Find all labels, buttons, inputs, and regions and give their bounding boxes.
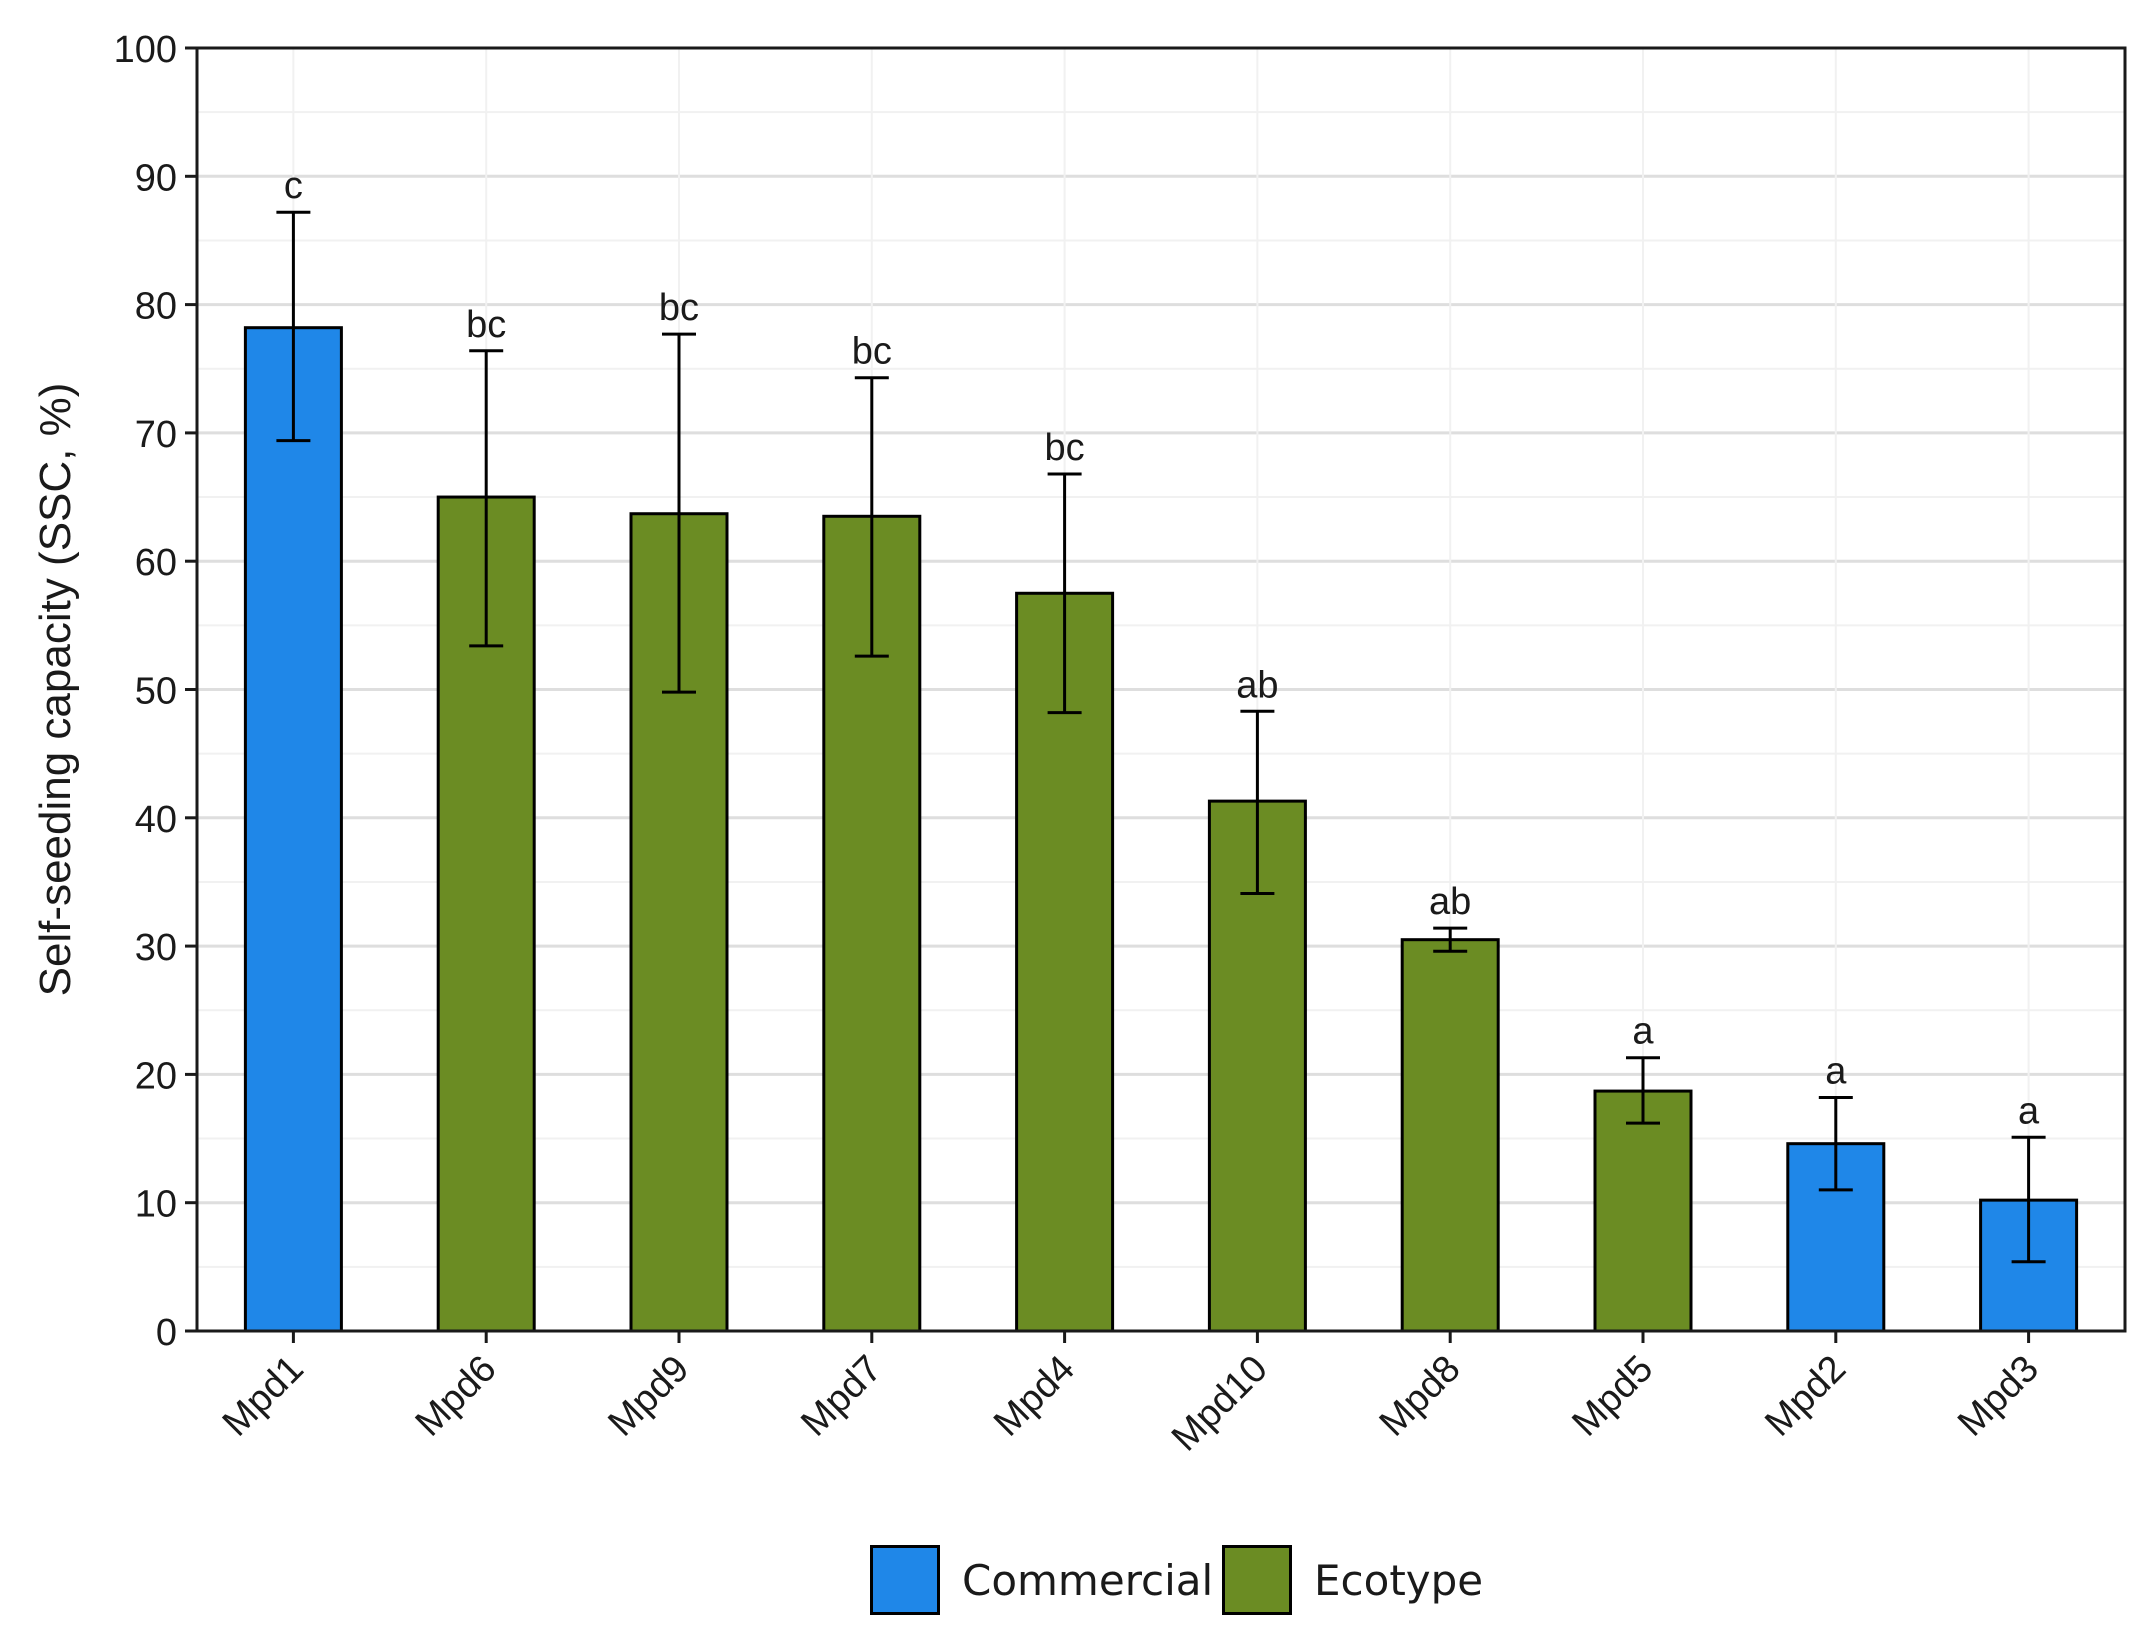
error-bar-layer bbox=[276, 210, 2046, 1264]
x-tick-label: Mpd8 bbox=[1372, 1348, 1469, 1445]
x-tick-label: Mpd7 bbox=[793, 1348, 890, 1445]
significance-label: a bbox=[1825, 1050, 1847, 1092]
legend-label-commercial: Commercial bbox=[962, 1555, 1214, 1605]
x-tick-label: Mpd5 bbox=[1564, 1348, 1661, 1445]
x-tick-label: Mpd9 bbox=[600, 1348, 697, 1445]
legend-label-ecotype: Ecotype bbox=[1314, 1555, 1484, 1605]
x-tick-label: Mpd4 bbox=[986, 1348, 1083, 1445]
legend-item-ecotype: Ecotype bbox=[1222, 1540, 1483, 1620]
bar-mpd4 bbox=[1015, 591, 1115, 1333]
y-tick-label: 30 bbox=[135, 927, 177, 969]
y-tick-label: 80 bbox=[135, 286, 177, 328]
bar-mpd1 bbox=[243, 326, 343, 1333]
y-tick-label: 100 bbox=[114, 29, 177, 71]
legend: Commercial Ecotype bbox=[0, 1540, 2151, 1620]
significance-label: bc bbox=[1045, 427, 1085, 469]
legend-item-commercial: Commercial bbox=[870, 1540, 1213, 1620]
y-tick-label: 70 bbox=[135, 414, 177, 456]
y-axis-title: Self-seeding capacity (SSC, %) bbox=[31, 383, 80, 997]
y-tick-label: 20 bbox=[135, 1055, 177, 1097]
y-tick-label: 60 bbox=[135, 542, 177, 584]
legend-swatch-commercial bbox=[870, 1545, 940, 1615]
significance-label: bc bbox=[852, 331, 892, 373]
y-tick-label: 0 bbox=[156, 1312, 177, 1354]
x-tick-label: Mpd10 bbox=[1164, 1348, 1276, 1460]
y-tick-label: 90 bbox=[135, 157, 177, 199]
significance-label-layer: c bc bc bc bc ab ab a a a bbox=[284, 165, 2040, 1132]
significance-label: bc bbox=[659, 287, 699, 329]
significance-label: ab bbox=[1429, 881, 1471, 923]
x-tick-label: Mpd3 bbox=[1950, 1348, 2047, 1445]
x-tick-label: Mpd2 bbox=[1757, 1348, 1854, 1445]
y-tick-label: 10 bbox=[135, 1184, 177, 1226]
significance-label: c bbox=[284, 165, 303, 207]
y-tick-label: 40 bbox=[135, 799, 177, 841]
significance-label: a bbox=[2018, 1090, 2040, 1132]
legend-swatch-ecotype bbox=[1222, 1545, 1292, 1615]
bar-mpd5 bbox=[1593, 1089, 1693, 1333]
significance-label: ab bbox=[1236, 664, 1278, 706]
bar-mpd8 bbox=[1400, 938, 1500, 1333]
y-tick-label: 50 bbox=[135, 671, 177, 713]
significance-label: a bbox=[1632, 1011, 1654, 1053]
x-tick-label: Mpd1 bbox=[215, 1348, 312, 1445]
significance-label: bc bbox=[466, 304, 506, 346]
bar-layer bbox=[243, 326, 2079, 1333]
x-tick-label: Mpd6 bbox=[408, 1348, 505, 1445]
